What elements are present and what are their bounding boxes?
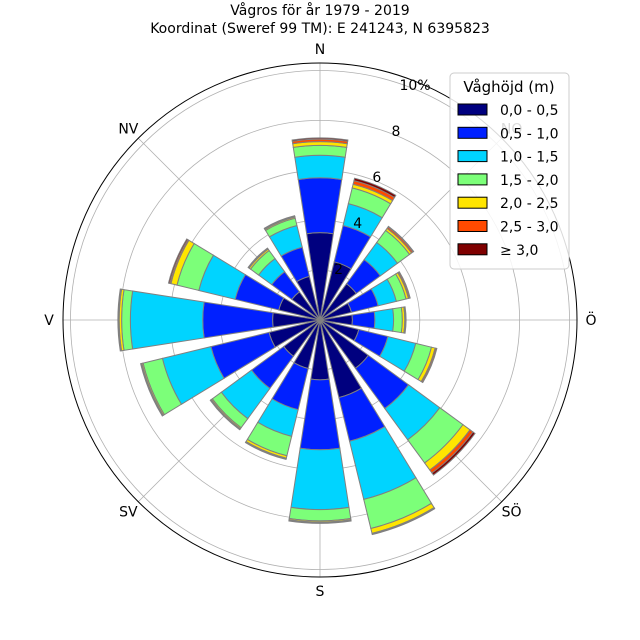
legend-label: 2,0 - 2,5 <box>500 196 558 212</box>
rose-bar-segment <box>244 441 287 460</box>
rose-bar-segment <box>421 347 438 384</box>
rose-bar-segment <box>291 137 349 142</box>
direction-label: S <box>316 584 325 600</box>
legend: Våghöjd (m) 0,0 - 0,5 0,5 - 1,0 1,0 - 1,5 1… <box>449 72 570 270</box>
legend-swatch <box>457 243 488 256</box>
rose-bar-segment <box>202 301 274 339</box>
legend-label: ≥ 3,0 <box>500 243 538 259</box>
radial-tick-label: 6 <box>372 170 381 186</box>
rose-bar-segment <box>117 288 122 352</box>
legend-label: 1,0 - 1,5 <box>500 150 558 166</box>
rose-bar-segment <box>247 247 269 269</box>
legend-items: 0,0 - 0,5 0,5 - 1,0 1,0 - 1,5 1,5 - 2,0 2,0 … <box>457 103 558 259</box>
rose-bars <box>117 137 476 536</box>
direction-label: V <box>44 313 54 329</box>
legend-label: 0,0 - 0,5 <box>500 103 558 119</box>
rose-bar-segment <box>288 506 352 522</box>
direction-labels: NNVVSVSSÖÖNO <box>44 42 596 600</box>
rose-bar-segment <box>129 290 205 350</box>
legend-title: Våghöjd (m) <box>463 78 554 96</box>
direction-label: SÖ <box>502 503 522 521</box>
rose-bar-segment <box>294 154 346 181</box>
legend-swatch <box>457 173 488 186</box>
direction-label: N <box>315 42 325 58</box>
rose-bar-segment <box>387 225 415 253</box>
rose-bar-segment <box>209 399 241 431</box>
legend-label: 2,5 - 3,0 <box>500 220 558 236</box>
direction-label: SV <box>119 505 138 521</box>
radial-tick-label: 10% <box>399 78 430 94</box>
rose-bar-segment <box>373 308 395 332</box>
rose-bar-segment <box>140 363 164 417</box>
rose-bar-segment <box>290 447 350 511</box>
legend-swatch <box>457 150 488 163</box>
rose-bar-segment <box>353 177 397 199</box>
rose-bar-segment <box>431 431 476 476</box>
direction-label: Ö <box>585 311 596 329</box>
radial-tick-labels: 2 4 6 8 10% <box>334 78 430 278</box>
radial-tick-label: 4 <box>353 216 362 232</box>
rose-bar-segment <box>398 271 411 299</box>
rose-bar-segment <box>351 311 376 329</box>
rose-bar-segment <box>371 507 436 536</box>
rose-bar-segment <box>288 519 352 524</box>
legend-swatch <box>457 103 488 116</box>
legend-swatch <box>457 220 488 232</box>
rose-bar-segment <box>167 238 189 284</box>
direction-label: NV <box>118 121 138 137</box>
chart-subtitle: Koordinat (Sweref 99 TM): E 241243, N 63… <box>150 21 490 37</box>
legend-label: 0,5 - 1,0 <box>500 126 558 142</box>
rose-bar-segment <box>297 177 343 235</box>
legend-label: 1,5 - 2,0 <box>500 173 558 189</box>
rose-bar-segment <box>263 215 296 230</box>
radial-tick-label: 2 <box>334 262 343 278</box>
rose-bar-segment <box>292 144 348 158</box>
polar-frame <box>62 62 578 578</box>
rose-bar-segment <box>392 306 403 334</box>
radial-tick-label: 8 <box>391 124 400 140</box>
rose-bar-segment <box>299 378 341 451</box>
legend-swatch <box>457 196 488 209</box>
legend-swatch <box>457 126 488 139</box>
chart-title: Vågros för år 1979 - 2019 <box>230 2 409 19</box>
rose-bar-segment <box>403 306 407 334</box>
